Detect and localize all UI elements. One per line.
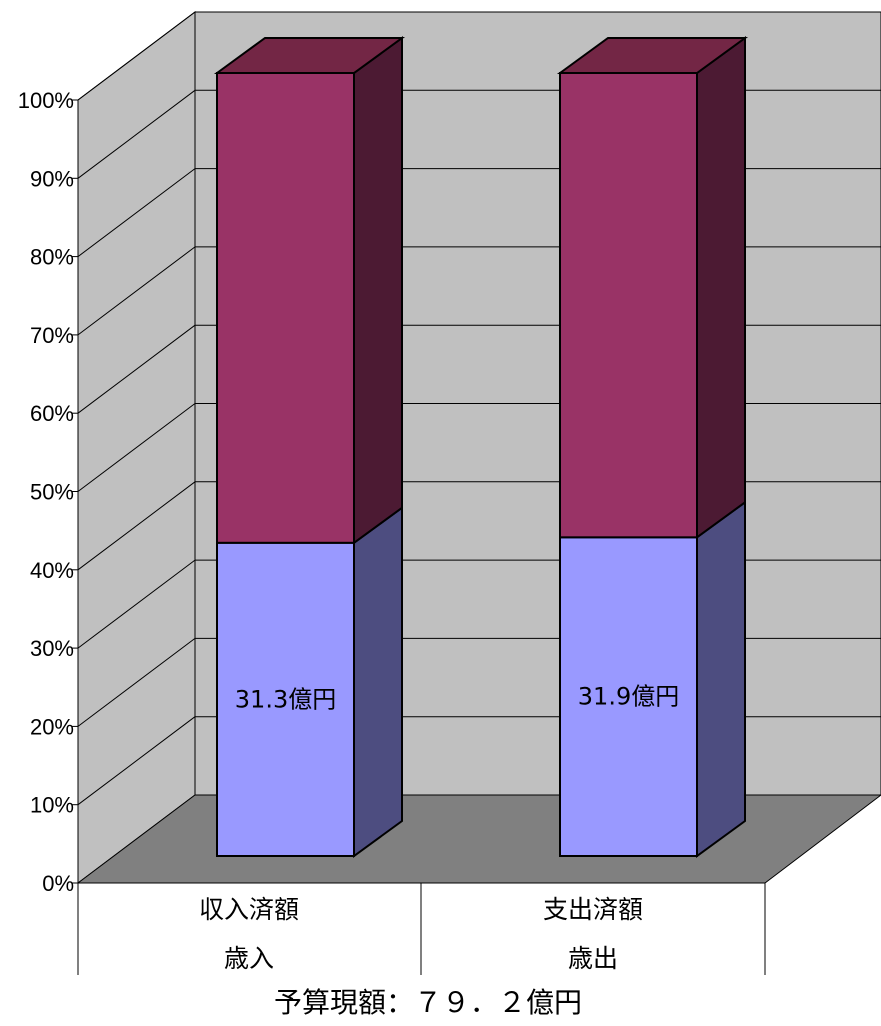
gridline-left-8 (77, 168, 196, 257)
bar-side-1-1 (696, 36, 746, 540)
tick-label-2: 20% (30, 714, 74, 739)
bar-side-0-1 (353, 36, 403, 545)
gridline-left-1 (77, 716, 196, 806)
gridline-left-10 (77, 11, 196, 101)
category-group-0: 歳入 (224, 944, 274, 973)
data-labels: 31.3億円 31.9億円 (235, 683, 679, 714)
bar-top-1 (556, 37, 749, 74)
gridline-left-9 (77, 89, 196, 179)
tick-label-7: 70% (30, 323, 74, 348)
bar-top-0 (213, 37, 406, 74)
gridline-left-2 (77, 638, 196, 727)
gridline-left-7 (77, 246, 196, 336)
bar-side-0-0 (353, 505, 403, 858)
footer-caption: 予算現額：７９．２億円 (274, 986, 582, 1019)
tick-label-4: 40% (30, 558, 74, 583)
gridline-left-6 (77, 324, 196, 414)
gridline-left-3 (77, 559, 196, 649)
bar-side-1-0 (696, 500, 746, 858)
category-axis-table: 収入済額 歳入 支出済額 歳出 (77, 883, 766, 975)
tick-label-5: 50% (30, 480, 74, 505)
bar-segment-0-1 (216, 72, 355, 544)
bar-segment-1-1 (559, 72, 698, 539)
bars (213, 36, 749, 858)
tick-label-6: 60% (30, 401, 74, 426)
tick-label-8: 80% (30, 245, 74, 270)
data-label-0-0: 31.3億円 (235, 685, 336, 713)
bar-segment-0-0 (216, 541, 355, 857)
chart-walls (76, 10, 881, 885)
bar-segment-1-0 (559, 536, 698, 857)
category-label-0: 収入済額 (199, 895, 299, 924)
tick-label-0: 0% (42, 871, 74, 896)
tick-label-1: 10% (30, 793, 74, 818)
category-group-1: 歳出 (568, 944, 618, 973)
data-label-1-0: 31.9億円 (578, 683, 679, 711)
floor (76, 794, 881, 884)
gridline-left-5 (77, 403, 196, 492)
category-label-1: 支出済額 (543, 895, 643, 924)
gridline-left-4 (77, 481, 196, 571)
tick-label-9: 90% (30, 166, 74, 191)
y-axis-ticks: 0% 10% 20% 30% 40% 50% 60% 70% 80% 90% 100% (18, 88, 78, 896)
tick-label-10: 100% (18, 88, 74, 113)
tick-label-3: 30% (30, 636, 74, 661)
